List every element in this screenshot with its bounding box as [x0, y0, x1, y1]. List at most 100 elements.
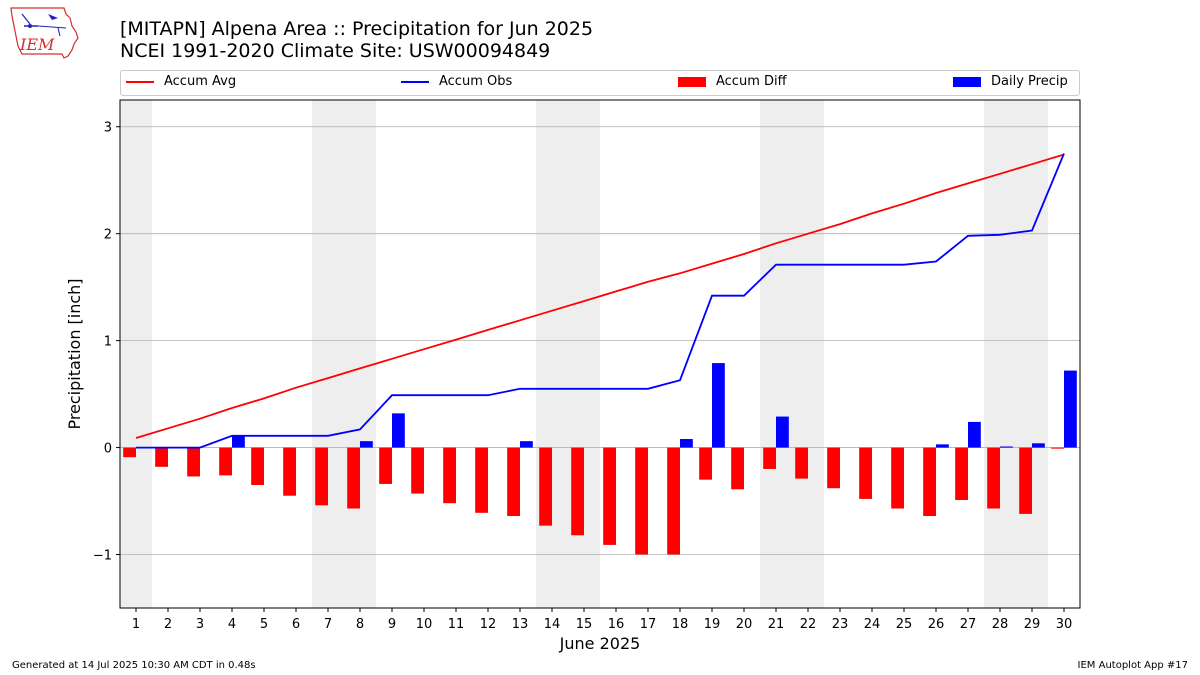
x-tick-label-19: 19	[704, 617, 721, 632]
bar-daily-precip-day-4	[232, 435, 245, 448]
app-label: IEM Autoplot App #17	[1077, 660, 1188, 671]
x-tick-label-2: 2	[164, 617, 172, 632]
bar-daily-precip-day-9	[392, 413, 405, 448]
legend-swatch-accum-avg	[126, 80, 154, 83]
x-tick-label-15: 15	[576, 617, 593, 632]
bar-accum-diff-day-17	[635, 447, 648, 555]
generated-timestamp: Generated at 14 Jul 2025 10:30 AM CDT in…	[12, 660, 256, 671]
x-tick-label-17: 17	[640, 617, 657, 632]
weekend-band-29	[1016, 100, 1048, 608]
bar-accum-diff-day-18	[667, 447, 680, 555]
legend-item-accum-diff: Accum Diff	[678, 74, 787, 89]
legend-label-daily-precip: Daily Precip	[991, 74, 1068, 89]
x-tick-label-28: 28	[992, 617, 1009, 632]
iem-logo: IEM	[10, 7, 79, 59]
bar-accum-diff-day-12	[475, 447, 488, 513]
bar-accum-diff-day-30	[1051, 447, 1064, 449]
y-axis-ticks: −1 0 1 2 3	[93, 121, 120, 564]
bar-daily-precip-day-28	[1000, 446, 1013, 448]
weekend-band-22	[792, 100, 824, 608]
legend-label-accum-diff: Accum Diff	[716, 74, 787, 89]
gridlines	[120, 126, 1080, 555]
weekend-band-1	[120, 100, 152, 608]
x-axis-ticks: 1 2 3 4 5 6 7 8 9 10 11 12 13 14 15 16 17 18 19 20 21 22 23 24 2…	[132, 608, 1072, 632]
x-tick-label-16: 16	[608, 617, 625, 632]
bar-accum-diff-day-10	[411, 447, 424, 494]
chart-subtitle: NCEI 1991-2020 Climate Site: USW00094849	[120, 40, 551, 62]
x-tick-label-24: 24	[864, 617, 881, 632]
x-tick-label-29: 29	[1024, 617, 1041, 632]
bar-accum-diff-day-4	[219, 447, 232, 476]
legend-item-accum-obs: Accum Obs	[401, 74, 512, 89]
legend-swatch-accum-obs	[401, 80, 429, 83]
bar-accum-diff-day-3	[187, 447, 200, 477]
accum-lines	[135, 153, 1065, 449]
y-tick-label-2: 2	[104, 228, 112, 243]
bar-accum-diff-day-28	[987, 447, 1000, 509]
x-tick-label-8: 8	[356, 617, 364, 632]
legend-label-accum-avg: Accum Avg	[164, 74, 237, 89]
bar-accum-diff-day-8	[347, 447, 360, 509]
x-tick-label-22: 22	[800, 617, 817, 632]
bar-accum-diff-day-16	[603, 447, 616, 545]
bar-accum-diff-day-11	[443, 447, 456, 504]
bar-accum-diff-day-7	[315, 447, 328, 506]
bar-accum-diff-day-25	[891, 447, 904, 509]
line-accum-obs	[136, 153, 1065, 449]
x-tick-label-11: 11	[448, 617, 465, 632]
x-tick-label-4: 4	[228, 617, 236, 632]
legend-item-accum-avg: Accum Avg	[126, 74, 236, 89]
y-tick-label--1: −1	[93, 549, 112, 564]
bar-accum-diff-day-21	[763, 447, 776, 469]
x-tick-label-21: 21	[768, 617, 785, 632]
bar-accum-diff-day-22	[795, 447, 808, 479]
bar-accum-diff-day-14	[539, 447, 552, 526]
x-tick-label-26: 26	[928, 617, 945, 632]
bar-accum-diff-day-6	[283, 447, 296, 496]
x-tick-label-1: 1	[132, 617, 140, 632]
weekend-band-21	[760, 100, 792, 608]
bar-accum-diff-day-13	[507, 447, 520, 517]
x-tick-label-30: 30	[1056, 617, 1073, 632]
bar-daily-precip-day-19	[712, 363, 725, 448]
weekend-band-15	[568, 100, 600, 608]
x-tick-label-20: 20	[736, 617, 753, 632]
bar-accum-diff-day-5	[251, 447, 264, 486]
bar-accum-diff-day-23	[827, 447, 840, 489]
x-tick-label-12: 12	[480, 617, 497, 632]
x-tick-label-9: 9	[388, 617, 396, 632]
svg-text:IEM: IEM	[19, 35, 55, 54]
y-tick-label-3: 3	[104, 121, 112, 136]
x-tick-label-18: 18	[672, 617, 689, 632]
plot-frame	[119, 99, 1081, 609]
x-tick-label-5: 5	[260, 617, 268, 632]
x-tick-label-7: 7	[324, 617, 332, 632]
bar-accum-diff-day-29	[1019, 447, 1032, 514]
bar-accum-diff-day-9	[379, 447, 392, 484]
weekend-shading	[120, 100, 1048, 608]
bar-daily-precip-day-27	[968, 421, 981, 448]
legend-label-accum-obs: Accum Obs	[439, 74, 513, 89]
bar-accum-diff-day-26	[923, 447, 936, 517]
x-tick-label-25: 25	[896, 617, 913, 632]
bar-daily-precip-day-26	[936, 444, 949, 448]
bar-accum-diff-day-2	[155, 447, 168, 467]
legend-swatch-accum-diff	[678, 76, 706, 87]
accum-diff-bars	[123, 447, 1064, 555]
chart-title: [MITAPN] Alpena Area :: Precipitation fo…	[120, 18, 594, 40]
bar-accum-diff-day-27	[955, 447, 968, 500]
legend-swatch-daily-precip	[953, 76, 981, 87]
y-tick-label-1: 1	[104, 335, 112, 350]
x-tick-label-27: 27	[960, 617, 977, 632]
daily-precip-bars	[232, 363, 1077, 448]
x-tick-label-13: 13	[512, 617, 529, 632]
weekend-band-8	[344, 100, 376, 608]
x-tick-label-10: 10	[416, 617, 433, 632]
x-tick-label-3: 3	[196, 617, 204, 632]
bar-accum-diff-day-24	[859, 447, 872, 499]
bar-daily-precip-day-13	[520, 441, 533, 448]
bar-daily-precip-day-8	[360, 441, 373, 448]
line-accum-avg	[135, 153, 1065, 439]
bar-daily-precip-day-21	[776, 416, 789, 448]
